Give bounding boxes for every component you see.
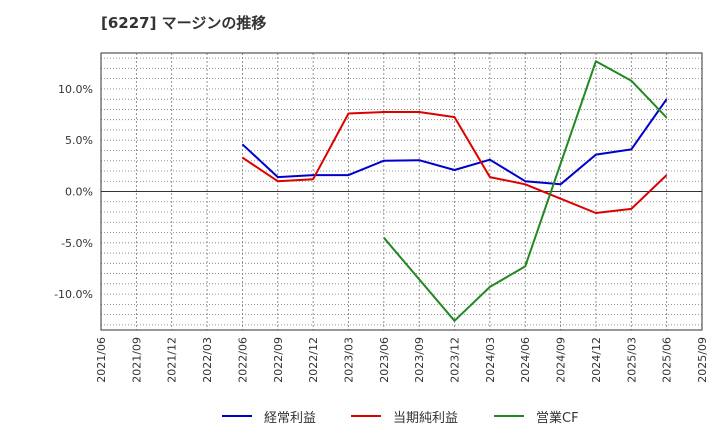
x-tick-label: 2025/06: [661, 337, 674, 383]
x-tick-label: 2021/09: [130, 337, 143, 383]
y-tick-label: 5.0%: [65, 134, 93, 147]
x-tick-label: 2023/12: [449, 337, 462, 383]
grid: [100, 53, 703, 330]
legend-label: 経常利益: [264, 410, 317, 426]
legend-swatch: [494, 415, 524, 417]
x-tick-label: 2023/03: [342, 337, 355, 383]
x-tick-label: 2023/06: [378, 337, 391, 383]
x-tick-label: 2022/03: [201, 337, 214, 383]
y-tick-label: -5.0%: [61, 237, 93, 250]
x-tick-label: 2024/06: [519, 337, 532, 383]
legend-item-3: 営業CF: [494, 405, 579, 427]
series-line-3: [383, 60, 668, 322]
x-tick-label: 2021/12: [166, 337, 179, 383]
series-layer: [241, 60, 668, 322]
chart-title: [6227] マージンの推移: [101, 14, 267, 32]
legend-item-2: 当期純利益: [351, 405, 458, 427]
x-tick-label: 2025/03: [625, 337, 638, 383]
y-tick-label: 0.0%: [65, 186, 93, 199]
legend-label: 当期純利益: [393, 410, 459, 426]
series-line-2: [241, 111, 668, 214]
legend: 経常利益 当期純利益 営業CF: [0, 405, 720, 427]
legend-swatch: [222, 415, 252, 417]
x-tick-label: 2024/12: [590, 337, 603, 383]
legend-swatch: [351, 415, 381, 417]
x-tick-label: 2023/09: [413, 337, 426, 383]
x-tick-label: 2022/12: [307, 337, 320, 383]
axis-labels: 2021/06 2021/09 2021/12 2022/03 2022/06 2022/…: [54, 83, 709, 383]
x-tick-label: 2021/06: [95, 337, 108, 383]
plot-frame: [100, 52, 703, 331]
x-tick-label: 2022/09: [272, 337, 285, 383]
x-tick-label: 2022/06: [236, 337, 249, 383]
y-tick-label: -10.0%: [54, 288, 93, 301]
series-line-1: [241, 98, 668, 186]
y-tick-label: 10.0%: [58, 83, 93, 96]
x-tick-label: 2024/09: [555, 337, 568, 383]
legend-item-1: 経常利益: [222, 405, 316, 427]
legend-label: 営業CF: [536, 410, 579, 426]
x-tick-label: 2024/03: [484, 337, 497, 383]
x-tick-label: 2025/09: [696, 337, 709, 383]
